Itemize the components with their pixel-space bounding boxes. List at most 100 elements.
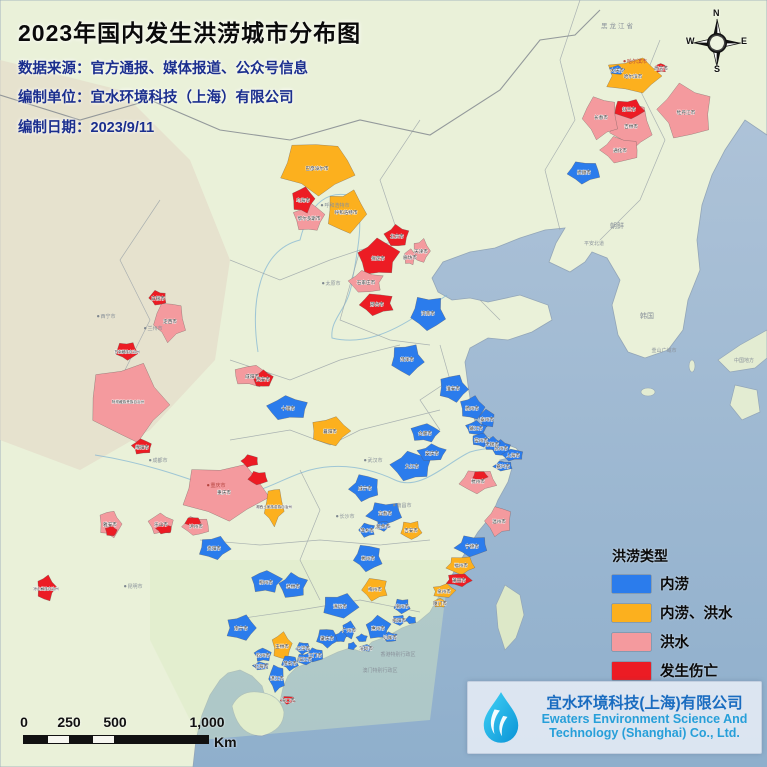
city-region-东莞市[interactable] — [355, 633, 368, 642]
city-region-泉州市[interactable] — [432, 583, 457, 598]
city-region-佛山市[interactable] — [334, 630, 348, 643]
city-region-桂林市[interactable] — [278, 572, 309, 598]
jeju-island — [640, 387, 656, 397]
city-region[interactable] — [247, 471, 268, 486]
city-region-贵阳市[interactable] — [198, 535, 232, 561]
basemap-label: 兰州市 — [147, 325, 162, 332]
city-region-白银市[interactable] — [148, 289, 167, 306]
city-region[interactable] — [472, 471, 489, 482]
city-region-梅州市[interactable] — [361, 578, 388, 602]
city-region-安庆市[interactable] — [416, 443, 447, 461]
city-region-萍乡市[interactable] — [358, 522, 376, 538]
basemap-label: 南昌市 — [396, 502, 411, 509]
city-region-揭阳市[interactable] — [391, 615, 408, 626]
city-label: 天津市 — [414, 248, 428, 255]
legend-swatch-orange — [612, 603, 651, 622]
city-region-襄阳市[interactable] — [312, 416, 352, 447]
city-region-菏泽市[interactable] — [391, 344, 425, 377]
city-label: 菏泽市 — [400, 356, 414, 363]
city-region-云浮市[interactable] — [295, 642, 311, 656]
compile-unit-line: 编制单位：宜水环境科技（上海）有限公司 — [18, 90, 294, 106]
basemap-city-dot — [336, 515, 339, 518]
city-region-乌海市[interactable] — [292, 186, 316, 214]
city-region-新余市[interactable] — [374, 521, 391, 532]
city-region-温州市[interactable] — [484, 506, 511, 538]
city-region-廊坊市[interactable] — [404, 248, 417, 266]
city-region[interactable] — [104, 524, 118, 537]
city-label: 苏州市 — [494, 445, 508, 452]
city-region[interactable] — [240, 454, 258, 468]
city-label: 泉州市 — [437, 588, 451, 595]
city-region-清远市[interactable] — [323, 593, 360, 619]
city-region-定西市[interactable] — [153, 303, 186, 344]
city-region-邢台市[interactable] — [358, 293, 394, 317]
city-region-北京市[interactable] — [383, 223, 410, 247]
japan-kyushu — [729, 384, 761, 421]
city-region-济南市[interactable] — [410, 297, 447, 332]
city-region-长春市[interactable] — [581, 96, 618, 141]
city-label: 湘西土家族苗族自治州 — [256, 504, 292, 509]
city-label: 鄂尔多斯市 — [298, 215, 321, 222]
city-region-吉安市[interactable] — [400, 520, 423, 540]
city-region-厦门市[interactable] — [432, 598, 448, 608]
city-region-哈尔滨市[interactable] — [606, 57, 663, 94]
city-region[interactable] — [184, 517, 202, 528]
city-region-茂名市[interactable] — [281, 655, 299, 672]
city-region-阳江市[interactable] — [297, 652, 314, 666]
city-region-合肥市[interactable] — [410, 423, 441, 443]
city-region-北海市[interactable] — [251, 661, 269, 671]
city-region-咸宁市[interactable] — [347, 474, 379, 503]
city-region-无锡市[interactable] — [483, 435, 501, 451]
city-region-阿坝藏族羌族自治州[interactable] — [92, 362, 171, 443]
city-label: 福州市 — [454, 562, 468, 569]
scale-tick: 0 — [20, 714, 28, 730]
city-region-十堰市[interactable] — [266, 395, 308, 421]
city-region-中山市[interactable] — [347, 641, 358, 651]
city-region-通化市[interactable] — [599, 136, 638, 164]
city-label: 九江市 — [405, 463, 419, 470]
city-region-汕头市[interactable] — [404, 615, 417, 625]
city-region-宁德市[interactable] — [453, 535, 488, 558]
city-region-柳州市[interactable] — [251, 570, 284, 593]
city-region-尚志市[interactable] — [654, 63, 668, 73]
city-region-宜春市[interactable] — [365, 502, 403, 525]
legend-item-hongshui: 洪水 — [612, 631, 733, 652]
city-label: 襄阳市 — [323, 428, 337, 435]
city-region-抚顺市[interactable] — [566, 161, 601, 185]
city-region-凉山彝族自治州[interactable] — [37, 574, 57, 602]
city-region-呼和浩特市[interactable] — [328, 189, 368, 234]
city-region-九江市[interactable] — [389, 450, 432, 482]
city-label: 雅安市 — [103, 521, 117, 528]
city-region-海口市[interactable] — [279, 696, 296, 705]
city-region-淮安市[interactable] — [439, 374, 470, 403]
city-region-潮州市[interactable] — [393, 598, 411, 615]
city-region-惠州市[interactable] — [365, 614, 392, 639]
city-region-上海市[interactable] — [501, 448, 524, 462]
city-region-绵阳市[interactable] — [130, 438, 152, 455]
city-region-大庆市[interactable] — [608, 64, 626, 75]
city-region-天津市[interactable] — [413, 237, 431, 263]
city-label: 安庆市 — [425, 450, 439, 457]
city-region[interactable] — [154, 523, 172, 535]
city-region-南宁市[interactable] — [226, 614, 257, 641]
city-region-牡丹江市[interactable] — [656, 82, 711, 139]
city-region-巴彦淖尔市[interactable] — [280, 144, 356, 197]
city-region-石家庄市[interactable] — [347, 270, 384, 293]
country-border — [0, 9, 601, 141]
city-region-湛江市[interactable] — [268, 664, 285, 694]
city-region-汕尾市[interactable] — [382, 631, 398, 642]
city-region-玉林市[interactable] — [271, 631, 293, 660]
city-region-莆田市[interactable] — [445, 573, 473, 588]
city-label: 廊坊市 — [403, 254, 417, 261]
city-region-深圳市[interactable] — [359, 644, 374, 652]
city-region-鄂尔多斯市[interactable] — [292, 201, 326, 231]
city-region-福州市[interactable] — [445, 556, 476, 576]
city-region-郴州市[interactable] — [352, 544, 383, 573]
city-region-西安市[interactable] — [252, 369, 274, 387]
city-region-嘉兴市[interactable] — [492, 460, 513, 472]
city-region-甘南藏族自治州[interactable] — [115, 342, 139, 361]
city-region-舒兰市[interactable] — [614, 99, 646, 120]
city-region-钦州市[interactable] — [253, 647, 272, 662]
city-region-湘西土家族苗族自治州[interactable] — [263, 489, 285, 528]
city-label: 嘉兴市 — [496, 463, 510, 470]
